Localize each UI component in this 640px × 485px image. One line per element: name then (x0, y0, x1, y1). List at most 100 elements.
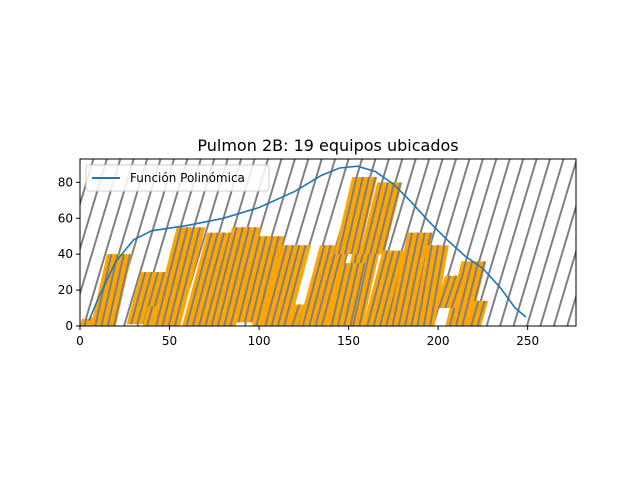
equipment-stripe (416, 245, 433, 326)
equipment-stripe (308, 244, 332, 326)
equipment-stripe (83, 318, 88, 326)
series-line-1 (88, 165, 527, 321)
x-tick-label: 100 (248, 334, 271, 348)
equipment-stripe (429, 245, 446, 326)
equipment-stripe (375, 182, 396, 255)
equipment-stripe (113, 253, 132, 326)
equipment-stripe (404, 232, 426, 326)
hatch-line (499, 159, 551, 326)
hatch-line (566, 293, 576, 326)
equipment-stripe (461, 261, 480, 326)
equipment-stripe (291, 304, 301, 326)
equipment-stripe (358, 244, 379, 326)
hatch-line (581, 159, 631, 326)
equipment-stripe (255, 275, 270, 326)
equipment-stripe (229, 226, 257, 326)
equipment-stripe (270, 244, 295, 326)
equipment-7 (182, 232, 233, 326)
equipment-stripe (210, 226, 238, 326)
hatch-line (552, 248, 576, 326)
equipment-stripe (216, 226, 244, 326)
equipment-stripe (185, 232, 213, 326)
equipment-stripe (130, 271, 147, 325)
equipment-15 (327, 263, 367, 326)
x-tick-label: 50 (162, 334, 177, 348)
x-tick-label: 0 (76, 334, 84, 348)
y-tick-label: 20 (58, 283, 73, 297)
equipment-stripe (243, 235, 268, 323)
legend-label: Función Polinómica (130, 171, 245, 185)
equipment-stripe (470, 300, 480, 326)
equipment-stripe (343, 262, 360, 326)
equipment-8 (207, 227, 261, 326)
hatch-line (80, 159, 95, 208)
plot-frame (79, 158, 577, 327)
equipment-stripe (173, 226, 201, 326)
equipment-18 (362, 250, 408, 326)
equipment-stripe (167, 226, 195, 326)
equipment-stripe (161, 226, 189, 326)
equipment-stripe (344, 176, 364, 255)
legend: Función Polinómica (85, 164, 270, 192)
equipment-stripe (372, 250, 395, 326)
x-tick-label: 150 (337, 334, 360, 348)
equipment-stripe (330, 262, 347, 326)
legend-box (85, 164, 270, 192)
equipment-stripe (352, 244, 372, 326)
equipment-stripe (283, 244, 307, 326)
equipment-stripe (350, 176, 371, 255)
equipment-stripe (223, 226, 251, 326)
equipment-stripe (381, 182, 402, 255)
equipment-stripe (237, 235, 261, 323)
y-tick-label: 60 (58, 211, 73, 225)
equipment-stripe (366, 250, 389, 326)
equipment-stripe (276, 244, 301, 326)
equipment-stripe (476, 300, 486, 326)
equipment-16 (334, 176, 378, 255)
y-tick-label: 40 (58, 247, 73, 261)
equipment-stripe (336, 262, 354, 326)
equipment-stripe (378, 250, 401, 326)
equipment-3 (90, 254, 132, 326)
equipment-21 (445, 261, 487, 326)
x-tick-label: 250 (516, 334, 539, 348)
equipment-stripe (391, 232, 414, 326)
equipment-stripe (250, 235, 274, 323)
equipment-stripe (136, 271, 153, 325)
equipment-stripe (155, 226, 183, 326)
chart-title: Pulmon 2B: 19 equipos ubicados (197, 136, 458, 155)
equipment-stripe (100, 253, 119, 326)
hatch-line (485, 159, 538, 326)
equipment-stripe (455, 261, 474, 326)
equipment-6 (151, 227, 206, 326)
equipment-9 (233, 236, 285, 323)
equipment-stripe (106, 253, 125, 326)
equipment-stripe (264, 244, 288, 326)
equipment-stripe (356, 176, 377, 255)
equipment-stripe (314, 244, 338, 326)
hatch-line (472, 159, 525, 326)
equipment-19 (387, 232, 433, 326)
equipment-13 (298, 245, 349, 326)
equipment-stripe (438, 275, 451, 309)
equipment-stripe (191, 232, 219, 326)
equipment-stripe (450, 275, 464, 309)
equipment-stripe (362, 182, 383, 255)
equipment-stripe (349, 262, 366, 326)
equipment-stripe (369, 182, 389, 255)
equipment-4 (126, 272, 166, 325)
equipment-stripe (444, 275, 457, 309)
equipment-stripe (204, 232, 232, 326)
equipment-stripe (198, 232, 226, 326)
hatch-line (512, 159, 565, 326)
y-tick-label: 80 (58, 175, 73, 189)
equipment-stripe (320, 244, 345, 326)
equipment-stripe (337, 176, 358, 255)
hatch-line (539, 203, 576, 326)
hatch-line (525, 159, 576, 326)
y-tick-label: 0 (65, 319, 73, 333)
axes: 0 50 100 150 200 250 0 20 40 60 80 (58, 175, 539, 348)
equipment-17 (359, 182, 403, 255)
